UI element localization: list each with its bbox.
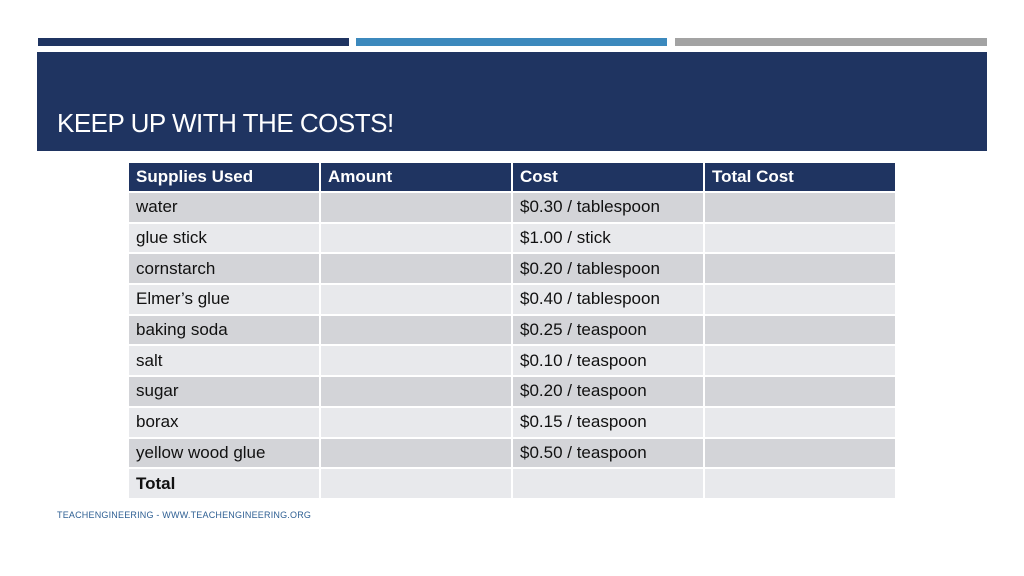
table-row: salt $0.10 / teaspoon [129,346,895,376]
total-amount-cell[interactable] [321,469,511,498]
amount-cell[interactable] [321,193,511,222]
total-row: Total [129,469,895,498]
amount-cell[interactable] [321,407,511,437]
accent-bar-gray [675,38,987,46]
cost-cell: $0.40 / tablespoon [513,285,703,314]
header-cost: Cost [513,163,703,191]
cost-cell: $0.30 / tablespoon [513,193,703,222]
total-cost-cell[interactable] [705,377,895,406]
table-row: glue stick $1.00 / stick [129,223,895,253]
supply-cell: water [129,193,319,222]
supply-cell: cornstarch [129,254,319,284]
table-row: yellow wood glue $0.50 / teaspoon [129,438,895,468]
amount-cell[interactable] [321,254,511,284]
slide-title: KEEP UP WITH THE COSTS! [57,108,394,138]
total-cost-cell[interactable] [705,346,895,376]
table-row: baking soda $0.25 / teaspoon [129,315,895,345]
header-amount: Amount [321,163,511,191]
cost-cell: $0.25 / teaspoon [513,315,703,345]
amount-cell[interactable] [321,346,511,376]
total-cost-cell[interactable] [705,315,895,345]
header-total-cost: Total Cost [705,163,895,191]
amount-cell[interactable] [321,315,511,345]
cost-cell: $0.50 / teaspoon [513,438,703,468]
cost-cell: $1.00 / stick [513,223,703,253]
total-cost-cell[interactable] [705,407,895,437]
supply-cell: Elmer’s glue [129,285,319,314]
supply-cell: sugar [129,377,319,406]
total-cost-cell[interactable] [705,193,895,222]
total-cost-cell[interactable] [705,223,895,253]
table-row: sugar $0.20 / teaspoon [129,377,895,406]
cost-table: Supplies Used Amount Cost Total Cost wat… [127,161,897,500]
supply-cell: salt [129,346,319,376]
header-supplies-used: Supplies Used [129,163,319,191]
total-cost-cell[interactable] [705,285,895,314]
table-row: cornstarch $0.20 / tablespoon [129,254,895,284]
supply-cell: yellow wood glue [129,438,319,468]
table-row: borax $0.15 / teaspoon [129,407,895,437]
title-band: KEEP UP WITH THE COSTS! [37,52,987,151]
table-row: water $0.30 / tablespoon [129,193,895,222]
cost-cell: $0.20 / tablespoon [513,254,703,284]
amount-cell[interactable] [321,223,511,253]
accent-bar-blue [356,38,667,46]
cost-cell: $0.15 / teaspoon [513,407,703,437]
total-label: Total [129,469,319,498]
total-cost-cell[interactable] [513,469,703,498]
accent-bar-navy [38,38,349,46]
table-row: Elmer’s glue $0.40 / tablespoon [129,285,895,314]
cost-cell: $0.20 / teaspoon [513,377,703,406]
amount-cell[interactable] [321,377,511,406]
supply-cell: borax [129,407,319,437]
amount-cell[interactable] [321,438,511,468]
grand-total-cell[interactable] [705,469,895,498]
cost-cell: $0.10 / teaspoon [513,346,703,376]
footer-source: TEACHENGINEERING - WWW.TEACHENGINEERING.… [57,510,312,520]
table-header-row: Supplies Used Amount Cost Total Cost [129,163,895,191]
total-cost-cell[interactable] [705,254,895,284]
amount-cell[interactable] [321,285,511,314]
supply-cell: glue stick [129,223,319,253]
supply-cell: baking soda [129,315,319,345]
total-cost-cell[interactable] [705,438,895,468]
